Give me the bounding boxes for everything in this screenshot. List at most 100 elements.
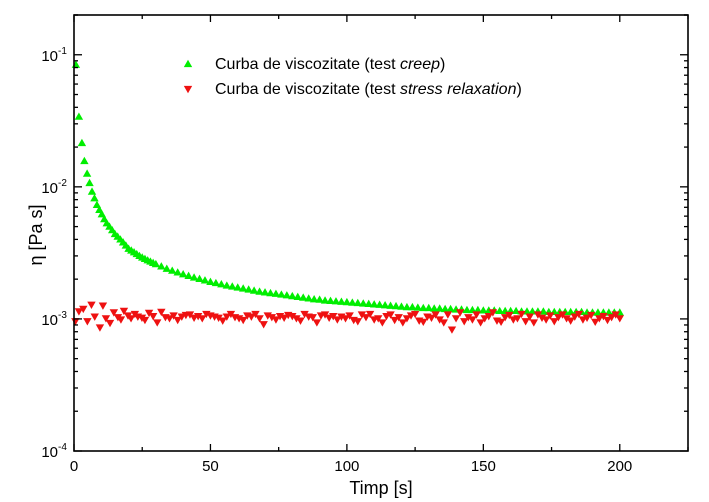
data-point	[255, 287, 264, 295]
data-point	[342, 297, 352, 306]
data-point	[185, 311, 195, 319]
data-point	[320, 311, 330, 319]
legend-label-part: stress relaxation	[400, 81, 517, 98]
data-point	[193, 312, 203, 321]
data-point	[345, 312, 354, 320]
data-point	[90, 194, 99, 202]
data-point	[410, 310, 420, 319]
y-axis-title: η [Pa s]	[26, 204, 46, 265]
data-point	[267, 314, 277, 322]
data-point	[513, 315, 522, 323]
data-point	[326, 296, 335, 305]
data-point	[337, 297, 346, 305]
data-point	[79, 305, 88, 314]
legend-label: Curba de viscozitate (test creep)	[215, 56, 445, 73]
data-point	[397, 302, 406, 310]
data-point	[184, 271, 193, 279]
data-point	[391, 301, 401, 310]
data-point	[92, 200, 102, 209]
y-tick-label: 10	[41, 444, 58, 461]
data-point	[173, 316, 182, 325]
legend-label: Curba de viscozitate (test stress relaxa…	[215, 81, 522, 98]
data-point	[591, 318, 600, 327]
y-tick-label: 10	[41, 312, 58, 329]
data-point	[566, 307, 575, 316]
x-tick-label: 50	[202, 458, 219, 475]
data-point	[455, 309, 465, 317]
data-point	[74, 308, 84, 316]
data-point	[468, 316, 477, 324]
data-point	[195, 274, 204, 283]
data-point	[222, 281, 232, 289]
legend: Curba de viscozitate (test creep)Curba d…	[183, 56, 522, 98]
data-point	[473, 305, 483, 314]
x-tick-label: 100	[334, 458, 359, 475]
data-point	[247, 313, 256, 321]
data-point	[413, 303, 423, 311]
data-point	[586, 311, 596, 320]
data-point	[607, 314, 616, 322]
data-point	[218, 317, 227, 325]
axis-ticks	[73, 14, 689, 452]
data-point	[277, 290, 286, 298]
data-point	[570, 313, 579, 321]
data-point	[430, 304, 439, 312]
data-point	[217, 280, 226, 288]
data-point	[71, 60, 81, 68]
data-point	[446, 304, 455, 313]
data-point	[206, 277, 215, 285]
legend-label-part: creep	[400, 56, 440, 73]
data-point	[398, 319, 408, 327]
data-point	[386, 301, 395, 309]
plot-frame	[73, 14, 689, 452]
y-tick-exponent: -3	[58, 310, 67, 321]
data-point	[439, 319, 448, 327]
data-point	[165, 315, 174, 323]
data-point	[312, 319, 322, 327]
data-point	[369, 300, 379, 308]
data-point	[293, 292, 302, 300]
data-point	[488, 309, 498, 317]
data-point	[364, 299, 373, 308]
data-point	[374, 315, 383, 323]
data-point	[480, 315, 489, 323]
data-point	[74, 112, 84, 120]
data-point	[394, 314, 403, 322]
data-point	[292, 315, 301, 323]
data-point	[304, 294, 313, 302]
data-point	[308, 314, 317, 322]
legend-label-part: Curba de viscozitate (test	[215, 56, 400, 73]
data-point	[603, 316, 612, 325]
y-tick-exponent: -4	[58, 442, 67, 453]
data-point	[83, 318, 92, 326]
data-point	[189, 273, 199, 281]
data-point	[98, 302, 108, 310]
data-point	[353, 318, 363, 326]
data-point	[500, 314, 510, 322]
data-point	[266, 288, 275, 297]
data-point	[427, 314, 436, 322]
data-point	[288, 312, 297, 321]
y-tick-exponent: -2	[58, 178, 67, 189]
data-point	[521, 318, 530, 326]
data-point	[545, 312, 555, 320]
data-point	[173, 268, 182, 276]
data-point	[116, 316, 126, 324]
data-point	[109, 309, 119, 317]
x-tick-label: 150	[471, 458, 496, 475]
data-point	[460, 318, 469, 326]
data-point	[353, 298, 363, 307]
data-point	[87, 301, 96, 309]
series-stress-relaxation	[71, 301, 624, 334]
data-point	[95, 324, 105, 332]
data-point	[168, 266, 177, 274]
data-point	[447, 326, 457, 334]
data-point	[226, 310, 236, 319]
x-axis-title: Timp [s]	[349, 478, 412, 498]
data-point	[85, 178, 94, 187]
data-point	[484, 312, 493, 321]
data-point	[558, 311, 567, 319]
data-point	[309, 295, 319, 303]
data-point	[562, 315, 571, 323]
data-point	[255, 315, 264, 323]
